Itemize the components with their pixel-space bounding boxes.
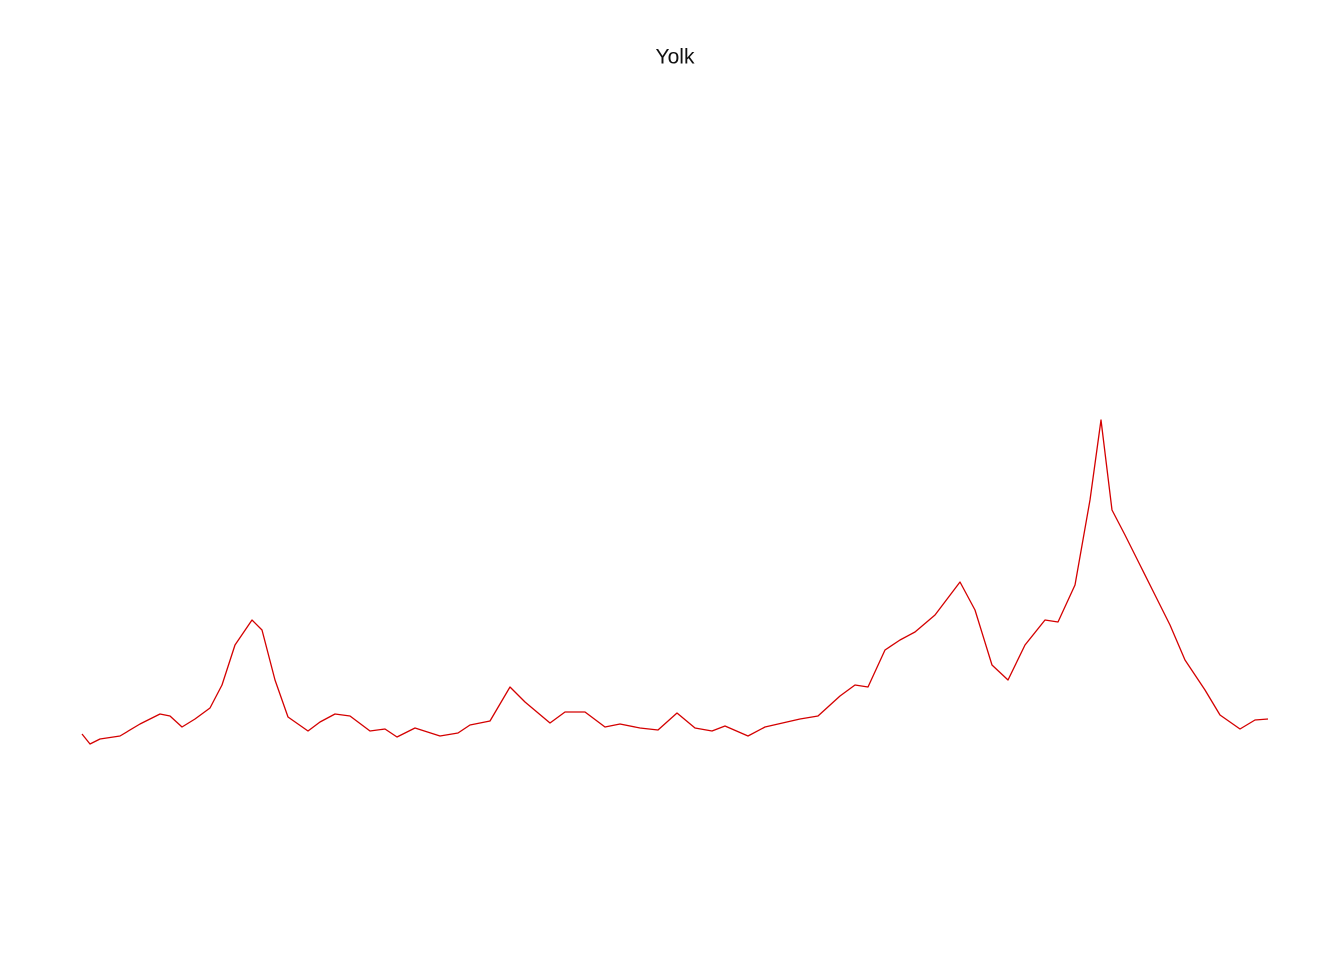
data-line bbox=[81, 419, 1269, 745]
chart-title: Yolk bbox=[656, 46, 695, 69]
